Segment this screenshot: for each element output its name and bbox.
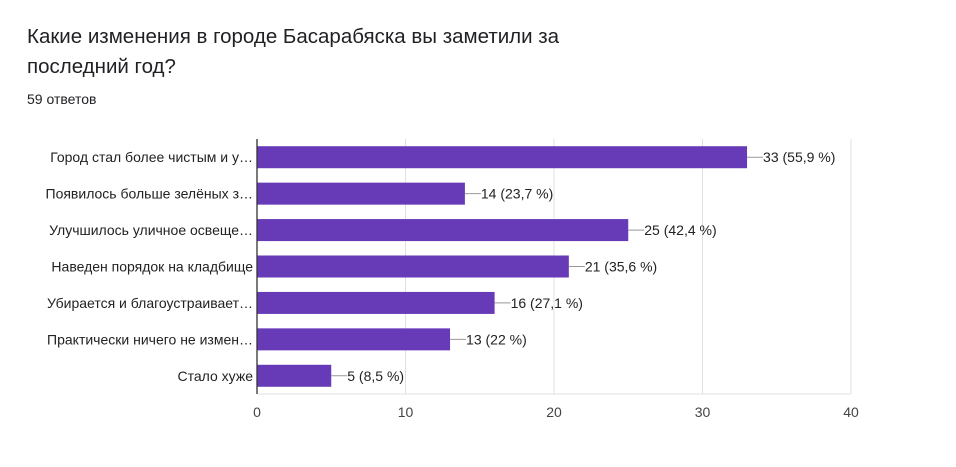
category-label: Город стал более чистым и у…	[50, 149, 253, 165]
x-tick-label: 10	[398, 404, 414, 420]
x-tick-label: 0	[253, 404, 261, 420]
response-count: 59 ответов	[27, 91, 97, 107]
value-label: 14 (23,7 %)	[481, 186, 553, 202]
value-label: 21 (35,6 %)	[585, 259, 657, 275]
bar	[257, 364, 332, 387]
category-label: Улучшилось уличное освеще…	[49, 222, 253, 238]
value-label: 33 (55,9 %)	[763, 149, 835, 165]
value-label: 13 (22 %)	[466, 331, 527, 347]
x-tick-label: 30	[695, 404, 711, 420]
value-label: 16 (27,1 %)	[511, 295, 583, 311]
x-tick-label: 40	[843, 404, 859, 420]
bar	[257, 255, 569, 278]
category-label: Убирается и благоустраивает…	[47, 295, 253, 311]
x-tick-label: 20	[546, 404, 562, 420]
bar	[257, 291, 495, 314]
value-label: 25 (42,4 %)	[644, 222, 716, 238]
bar	[257, 328, 451, 351]
bar	[257, 219, 629, 242]
bar	[257, 146, 748, 169]
question-title: Какие изменения в городе Басарабяска вы …	[27, 25, 560, 78]
value-label: 5 (8,5 %)	[347, 368, 404, 384]
category-label: Наведен порядок на кладбище	[51, 259, 253, 275]
category-label: Практически ничего не измен…	[47, 331, 253, 347]
category-label: Стало хуже	[178, 368, 254, 384]
category-label: Появилось больше зелёных з…	[46, 186, 254, 202]
bar	[257, 182, 465, 205]
